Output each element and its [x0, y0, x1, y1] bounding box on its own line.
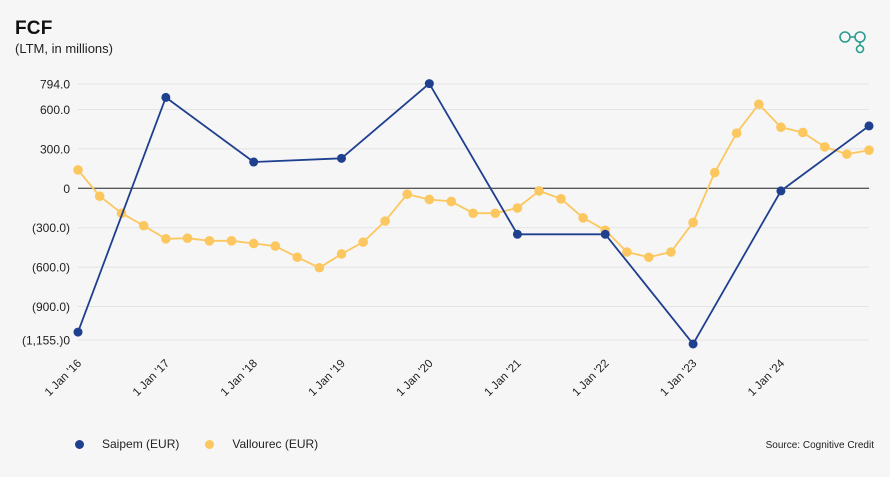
x-tick-label: 1 Jan '20	[394, 358, 435, 399]
x-tick-label: 1 Jan '19	[307, 358, 348, 399]
data-point-vallourec	[819, 142, 830, 152]
legend-marker-vallourec	[205, 439, 215, 449]
y-tick-label: 0	[63, 182, 70, 196]
data-point-saipem	[73, 327, 83, 337]
data-point-saipem	[864, 121, 874, 131]
data-point-vallourec	[94, 191, 105, 201]
data-point-saipem	[161, 92, 171, 102]
data-point-vallourec	[226, 236, 237, 246]
y-tick-label: (600.0)	[32, 261, 70, 275]
data-point-vallourec	[380, 216, 390, 226]
data-point-vallourec	[731, 128, 742, 138]
chart-legend: Saipem (EUR) Vallourec (EUR)	[75, 437, 344, 451]
data-point-vallourec	[336, 249, 347, 259]
series-line-saipem	[77, 82, 870, 345]
legend-label-saipem: Saipem (EUR)	[102, 437, 180, 451]
x-tick-label: 1 Jan '16	[43, 358, 84, 399]
y-tick-label: (900.0)	[32, 300, 70, 314]
data-point-vallourec	[753, 99, 764, 110]
legend-item-saipem[interactable]: Saipem (EUR)	[75, 437, 179, 451]
y-tick-label: 300.0	[40, 142, 70, 156]
data-point-vallourec	[798, 127, 808, 138]
data-point-vallourec	[490, 208, 501, 219]
legend-marker-saipem	[75, 439, 84, 449]
data-point-vallourec	[512, 203, 523, 213]
x-tick-label: 1 Jan '21	[483, 358, 524, 399]
data-point-vallourec	[578, 213, 588, 223]
data-point-vallourec	[776, 122, 786, 133]
x-tick-label: 1 Jan '24	[746, 357, 788, 399]
chart-title: FCF	[15, 18, 53, 39]
data-point-saipem	[337, 153, 347, 163]
cognitive-credit-logo-icon	[839, 31, 866, 54]
data-point-saipem	[688, 339, 698, 349]
data-point-vallourec	[161, 234, 171, 244]
x-tick-label: 1 Jan '17	[131, 358, 172, 399]
data-point-vallourec	[709, 167, 720, 178]
y-tick-label: 600.0	[40, 103, 70, 117]
data-point-vallourec	[314, 262, 325, 273]
data-point-vallourec	[248, 238, 259, 249]
data-point-vallourec	[358, 237, 368, 247]
data-point-vallourec	[688, 217, 698, 228]
data-point-vallourec	[73, 165, 83, 175]
data-point-vallourec	[138, 220, 149, 231]
data-point-vallourec	[622, 247, 632, 257]
data-point-vallourec	[292, 252, 303, 263]
x-tick-label: 1 Jan '22	[570, 358, 611, 399]
legend-item-vallourec[interactable]: Vallourec (EUR)	[205, 437, 318, 451]
y-tick-label: 794.0	[40, 78, 70, 92]
data-point-saipem	[600, 229, 610, 239]
x-tick-label: 1 Jan '18	[219, 358, 260, 399]
data-point-vallourec	[644, 252, 654, 263]
data-point-saipem	[249, 157, 259, 167]
data-point-vallourec	[204, 236, 215, 246]
x-tick-label: 1 Jan '23	[658, 358, 699, 399]
data-point-vallourec	[556, 193, 566, 204]
data-point-vallourec	[534, 186, 544, 196]
data-point-vallourec	[864, 145, 874, 156]
data-point-vallourec	[424, 194, 435, 205]
legend-label-vallourec: Vallourec (EUR)	[232, 437, 319, 451]
data-point-vallourec	[842, 149, 852, 159]
data-point-vallourec	[402, 189, 413, 200]
data-point-saipem	[512, 229, 522, 239]
data-point-saipem	[776, 186, 786, 196]
chart-subtitle: (LTM, in millions)	[15, 41, 113, 56]
data-point-vallourec	[446, 196, 457, 207]
y-tick-label: (1,155.)0	[22, 334, 70, 348]
data-point-vallourec	[468, 208, 478, 219]
source-note: Source: Cognitive Credit	[765, 440, 874, 451]
data-point-vallourec	[666, 247, 676, 257]
data-point-vallourec	[270, 241, 281, 251]
data-point-vallourec	[182, 233, 193, 244]
data-point-saipem	[424, 79, 434, 89]
y-tick-label: (300.0)	[32, 221, 70, 235]
